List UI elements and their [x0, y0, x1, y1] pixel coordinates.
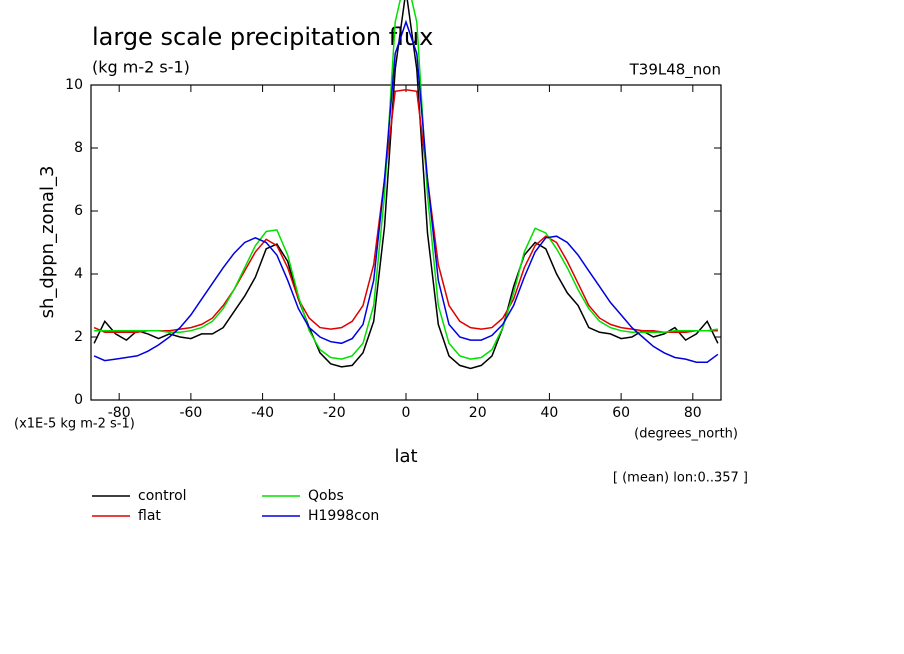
chart-subtitle: (kg m-2 s-1) [92, 58, 190, 77]
run-label: T39L48_non [629, 61, 721, 80]
series-line [93, 0, 719, 370]
y-tick-label: 4 [74, 266, 83, 282]
x-tick-label: -40 [251, 405, 274, 421]
x-axis-label: lat [394, 446, 417, 467]
series-line [94, 0, 719, 360]
x-tick-label: 20 [469, 405, 487, 421]
x-tick-label: -60 [179, 405, 202, 421]
legend-label: flat [138, 508, 161, 524]
y-tick-label: 2 [74, 329, 83, 345]
legend-label: control [138, 488, 187, 504]
legend-label: H1998con [308, 508, 379, 524]
x-tick-label: -80 [108, 405, 131, 421]
plot-frame [90, 84, 722, 401]
footnote: [ (mean) lon:0..357 ] [613, 471, 748, 486]
x-tick-label: 80 [684, 405, 702, 421]
chart-title: large scale precipitation flux [92, 23, 433, 51]
y-axis-label: sh_dppn_zonal_3 [37, 166, 58, 319]
y-tick-label: 8 [74, 140, 83, 156]
y-tick-label: 10 [65, 77, 83, 93]
y-units: (x1E-5 kg m-2 s-1) [14, 417, 135, 432]
y-tick-label: 0 [74, 392, 83, 408]
x-tick-label: 0 [402, 405, 411, 421]
x-tick-label: -20 [323, 405, 346, 421]
x-tick-label: 60 [612, 405, 630, 421]
x-tick-label: 40 [540, 405, 558, 421]
legend-label: Qobs [308, 488, 344, 504]
y-tick-label: 6 [74, 203, 83, 219]
series-line [93, 88, 718, 334]
x-units: (degrees_north) [634, 427, 738, 442]
series-line [93, 19, 719, 363]
